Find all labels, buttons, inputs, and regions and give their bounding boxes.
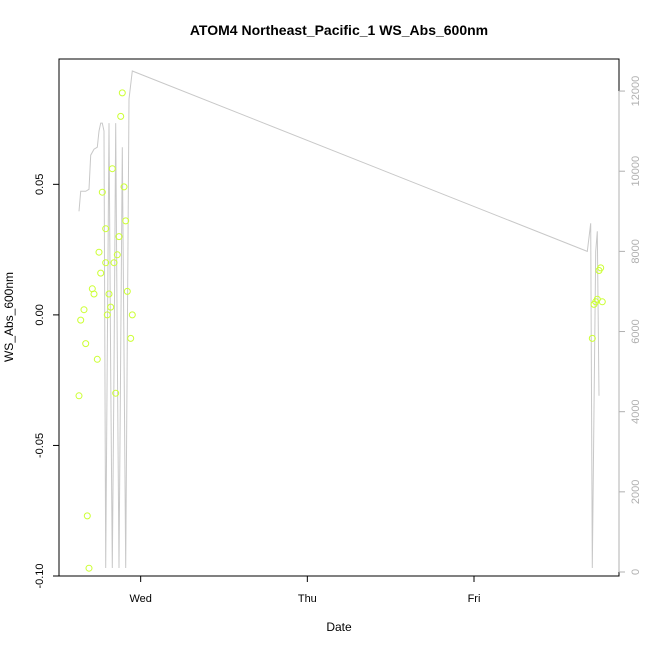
data-point [85,564,93,572]
x-tick-label: Thu [298,593,317,605]
data-point [112,389,120,397]
y2-tick-label: 6000 [630,319,642,343]
data-point [127,334,135,342]
data-point [82,340,90,348]
plot-area-frame [58,58,620,577]
y-axis-right: 0 2000 4000 6000 8000 10000 12000 [618,76,642,575]
data-point [102,225,110,233]
data-point [120,183,128,191]
y-axis-label: WS_Abs_600nm [2,272,16,362]
x-axis-label: Date [326,620,352,634]
concentration-line-series [78,70,600,569]
data-point [98,188,106,196]
chart-title: ATOM4 Northeast_Pacific_1 WS_Abs_600nm [190,22,488,38]
data-point [97,269,105,277]
data-point [118,89,126,97]
data-point [80,306,88,314]
data-point [105,290,113,298]
x-axis: Wed Thu Fri [129,575,481,605]
data-point [83,512,91,520]
data-point [75,392,83,400]
data-point [598,298,606,306]
y-tick-label: 0.05 [34,174,46,195]
data-point [115,233,123,241]
data-point [128,311,136,319]
data-point [107,303,115,311]
x-tick-label: Wed [129,593,151,605]
y2-tick-label: 2000 [630,480,642,504]
data-point [122,217,130,225]
y-tick-label: 0.00 [34,304,46,325]
y-tick-label: -0.05 [34,433,46,458]
data-point [110,259,118,267]
data-point [588,334,596,342]
data-point [123,287,131,295]
x-tick-label: Fri [468,593,481,605]
data-point [93,355,101,363]
data-point [90,290,98,298]
y2-tick-label: 8000 [630,239,642,263]
absorbance-point-series [75,89,606,572]
y2-tick-label: 10000 [630,156,642,187]
data-point [117,112,125,120]
y2-tick-label: 0 [630,569,642,575]
data-point [597,264,605,272]
data-point [95,248,103,256]
y-tick-label: -0.10 [34,563,46,588]
data-point [113,251,121,259]
concentration-line [78,70,600,569]
y2-tick-label: 4000 [630,399,642,423]
data-point [108,165,116,173]
data-point [103,311,111,319]
data-point [77,316,85,324]
data-point [102,259,110,267]
y-axis-left: -0.10 -0.05 0.00 0.05 [34,174,60,589]
y2-tick-label: 12000 [630,76,642,107]
